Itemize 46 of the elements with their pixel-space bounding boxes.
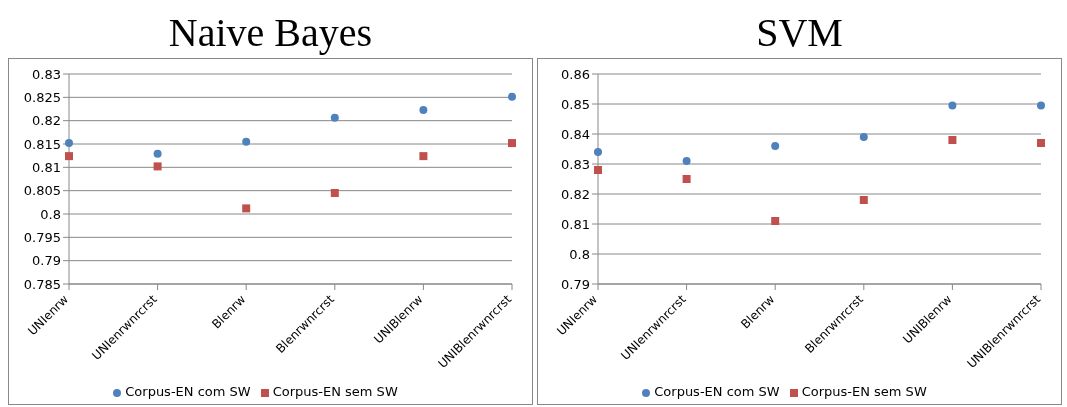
- point: [1037, 101, 1045, 110]
- point: [508, 139, 516, 148]
- point: [508, 92, 516, 101]
- y-tick-label: 0.85: [561, 96, 590, 112]
- y-tick-label: 0.79: [561, 276, 590, 292]
- point: [948, 101, 957, 110]
- y-tick-label: 0.81: [32, 159, 61, 175]
- point: [948, 136, 957, 144]
- y-tick-label: 0.815: [23, 136, 61, 152]
- point: [859, 133, 868, 141]
- y-tick-label: 0.79: [32, 253, 61, 269]
- y-tick-label: 0.8: [569, 246, 590, 262]
- y-tick-label: 0.8: [40, 206, 61, 222]
- point: [594, 148, 602, 156]
- chart-title: SVM: [755, 9, 844, 57]
- y-tick-label: 0.84: [561, 126, 590, 142]
- y-tick-label: 0.86: [561, 66, 590, 82]
- point: [682, 175, 691, 183]
- chart-title: Naive Bayes: [167, 9, 374, 57]
- legend-label: Corpus-EN sem SW: [272, 384, 398, 399]
- point: [242, 137, 251, 146]
- point: [859, 196, 868, 204]
- point: [771, 142, 780, 150]
- legend-label: Corpus-EN sem SW: [801, 384, 927, 399]
- point: [65, 152, 73, 161]
- point: [330, 189, 339, 197]
- y-tick-label: 0.805: [23, 183, 61, 199]
- y-tick-label: 0.785: [23, 276, 61, 292]
- point: [330, 113, 339, 122]
- y-tick-label: 0.81: [561, 216, 590, 232]
- y-tick-label: 0.795: [23, 229, 61, 245]
- y-tick-label: 0.82: [32, 113, 61, 129]
- legend-label: Corpus-EN com SW: [654, 384, 780, 399]
- point: [682, 157, 691, 165]
- y-tick-label: 0.83: [561, 156, 590, 172]
- y-tick-label: 0.825: [23, 89, 61, 105]
- point: [1037, 139, 1045, 147]
- legend-label: Corpus-EN com SW: [125, 384, 251, 399]
- point: [419, 152, 428, 161]
- point: [242, 204, 251, 213]
- point: [153, 162, 162, 171]
- point: [419, 105, 428, 114]
- point: [153, 149, 162, 158]
- point: [771, 217, 780, 225]
- y-tick-label: 0.83: [32, 66, 61, 82]
- y-tick-label: 0.82: [561, 186, 590, 202]
